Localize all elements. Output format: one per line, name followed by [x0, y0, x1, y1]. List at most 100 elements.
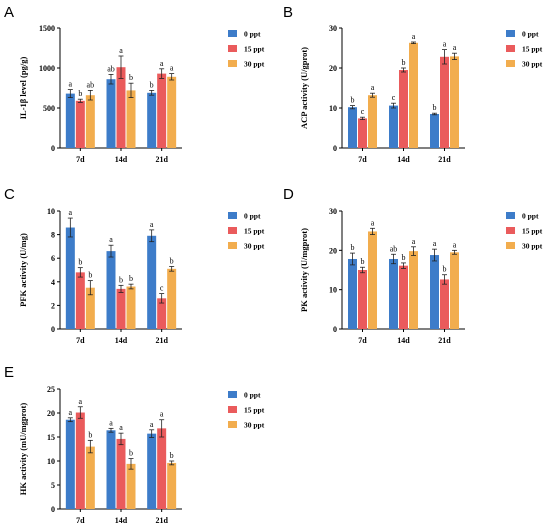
- significance-letter: b: [119, 275, 123, 284]
- bar-0ppt-21d: [430, 114, 439, 148]
- legend-swatch: [228, 406, 237, 413]
- significance-letter: a: [69, 80, 73, 89]
- significance-letter: a: [119, 46, 123, 55]
- y-tick-label: 2: [51, 301, 55, 310]
- y-tick-label: 1000: [39, 64, 55, 73]
- y-axis-label: PK activity (U/mgprot): [299, 228, 309, 312]
- significance-letter: a: [443, 40, 447, 49]
- legend-swatch: [228, 212, 237, 219]
- significance-letter: a: [412, 32, 416, 41]
- significance-letter: b: [433, 103, 437, 112]
- y-tick-label: 25: [47, 385, 55, 394]
- significance-letter: b: [351, 96, 355, 105]
- y-tick-label: 6: [51, 254, 55, 263]
- significance-letter: a: [69, 208, 73, 217]
- legend-swatch: [228, 60, 237, 67]
- y-axis-label: HK activity (mU/mgprot): [18, 403, 28, 496]
- legend-swatch: [228, 391, 237, 398]
- significance-letter: b: [361, 257, 365, 266]
- bar-0ppt-14d: [106, 251, 116, 329]
- bar-30ppt-7d: [85, 95, 95, 148]
- legend-label: 30 ppt: [522, 242, 543, 251]
- bar-30ppt-14d: [126, 463, 136, 509]
- x-tick-label: 7d: [76, 155, 85, 164]
- y-tick-label: 10: [329, 286, 337, 295]
- bar-0ppt-14d: [106, 430, 116, 509]
- y-tick-label: 20: [329, 64, 337, 73]
- significance-letter: b: [443, 265, 447, 274]
- panel-letter: D: [283, 186, 294, 203]
- bar-30ppt-21d: [450, 56, 459, 148]
- significance-letter: a: [119, 423, 123, 432]
- bar-30ppt-14d: [409, 42, 418, 148]
- bar-15ppt-14d: [116, 67, 126, 148]
- bar-30ppt-7d: [368, 95, 377, 148]
- y-tick-label: 8: [51, 231, 55, 240]
- bar-15ppt-21d: [440, 56, 449, 148]
- bar-15ppt-21d: [157, 428, 167, 509]
- significance-letter: b: [170, 451, 174, 460]
- x-tick-label: 14d: [115, 516, 128, 525]
- x-tick-label: 7d: [76, 516, 85, 525]
- legend-label: 0 ppt: [244, 212, 261, 221]
- significance-letter: a: [433, 239, 437, 248]
- x-tick-label: 21d: [438, 336, 451, 345]
- legend-swatch: [506, 242, 515, 249]
- panel-letter: C: [4, 186, 15, 203]
- bar-0ppt-21d: [147, 92, 157, 148]
- legend-label: 30 ppt: [244, 60, 265, 69]
- bar-0ppt-7d: [65, 93, 75, 148]
- y-axis-label: PFK activity (U/mg): [18, 233, 28, 307]
- bar-15ppt-21d: [157, 298, 167, 329]
- legend-swatch: [506, 227, 515, 234]
- bar-15ppt-14d: [116, 438, 126, 509]
- significance-letter: b: [129, 274, 133, 283]
- significance-letter: a: [150, 220, 154, 229]
- x-tick-label: 21d: [155, 155, 168, 164]
- significance-letter: b: [88, 271, 92, 280]
- significance-letter: c: [361, 107, 365, 116]
- bar-30ppt-21d: [167, 268, 177, 329]
- y-tick-label: 15: [47, 433, 55, 442]
- x-tick-label: 14d: [115, 155, 128, 164]
- legend-swatch: [506, 212, 515, 219]
- bar-30ppt-21d: [167, 462, 177, 509]
- legend-label: 15 ppt: [244, 406, 265, 415]
- bar-15ppt-21d: [157, 73, 167, 148]
- bar-0ppt-14d: [389, 105, 398, 148]
- significance-letter: b: [150, 80, 154, 89]
- bar-15ppt-7d: [358, 118, 367, 148]
- bar-15ppt-7d: [75, 272, 85, 329]
- legend-label: 15 ppt: [522, 45, 543, 54]
- legend-label: 15 ppt: [244, 45, 265, 54]
- bar-0ppt-7d: [65, 227, 75, 329]
- significance-letter: a: [453, 43, 457, 52]
- legend-swatch: [228, 227, 237, 234]
- bar-15ppt-14d: [116, 288, 126, 329]
- legend-label: 15 ppt: [244, 227, 265, 236]
- significance-letter: c: [160, 284, 164, 293]
- y-tick-label: 30: [329, 24, 337, 33]
- bar-0ppt-21d: [147, 235, 157, 329]
- bar-0ppt-21d: [147, 433, 157, 509]
- bar-30ppt-14d: [409, 251, 418, 329]
- significance-letter: b: [78, 258, 82, 267]
- bar-15ppt-7d: [75, 412, 85, 509]
- significance-letter: a: [160, 410, 164, 419]
- significance-letter: a: [453, 240, 457, 249]
- significance-letter: a: [109, 418, 113, 427]
- panel-letter: A: [4, 4, 14, 21]
- y-tick-label: 10: [47, 457, 55, 466]
- y-tick-label: 4: [51, 278, 55, 287]
- significance-letter: a: [371, 83, 375, 92]
- y-tick-label: 20: [329, 246, 337, 255]
- x-tick-label: 21d: [155, 336, 168, 345]
- legend-label: 0 ppt: [522, 30, 539, 39]
- y-tick-label: 0: [333, 325, 337, 334]
- y-tick-label: 30: [329, 207, 337, 216]
- y-tick-label: 500: [43, 104, 55, 113]
